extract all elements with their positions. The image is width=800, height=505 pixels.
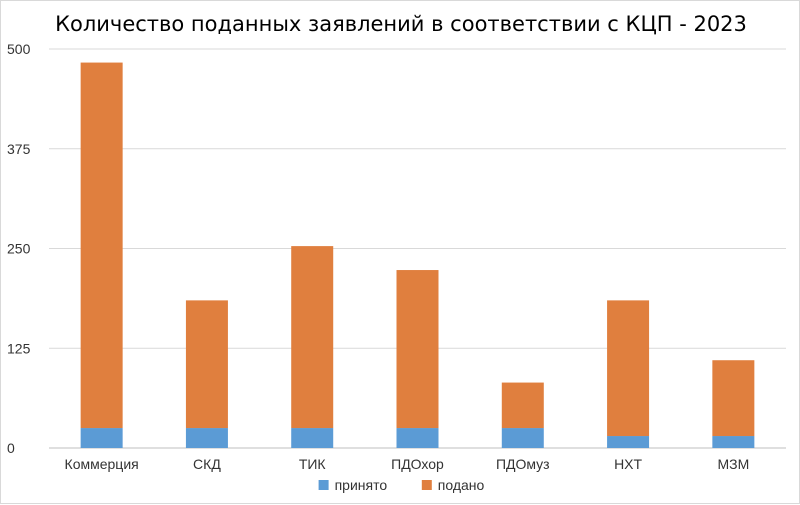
- y-tick-label: 250: [7, 241, 31, 257]
- bar-accepted: [501, 428, 544, 448]
- y-tick-label: 125: [7, 340, 31, 356]
- bar-submitted: [291, 246, 334, 429]
- bar-accepted: [396, 428, 439, 448]
- y-axis: 0 125 250 375 500: [7, 41, 31, 456]
- bar-accepted: [185, 428, 228, 448]
- bar-accepted: [80, 428, 123, 448]
- bar-submitted: [501, 382, 544, 429]
- legend-label: подано: [438, 477, 485, 493]
- legend-swatch: [421, 480, 432, 490]
- chart-title: Количество поданных заявлений в соответс…: [55, 12, 747, 36]
- x-tick-label: НХТ: [614, 456, 642, 472]
- legend-label: принято: [335, 477, 388, 493]
- y-tick-label: 500: [7, 41, 31, 57]
- legend: принято подано: [318, 477, 485, 493]
- y-tick-label: 375: [7, 141, 31, 157]
- bar-submitted: [80, 62, 123, 429]
- bar-accepted: [607, 436, 650, 448]
- bar-accepted: [291, 428, 334, 448]
- x-tick-label: ПДОмуз: [496, 456, 550, 472]
- bar-submitted: [396, 270, 439, 429]
- x-tick-label: МЗМ: [717, 456, 749, 472]
- x-tick-label: Коммерция: [65, 456, 139, 472]
- x-tick-label: ПДОхор: [391, 456, 444, 472]
- bar-submitted: [185, 300, 228, 429]
- x-tick-label: ТИК: [299, 456, 327, 472]
- legend-swatch: [318, 480, 329, 490]
- x-axis: Коммерция СКД ТИК ПДОхор ПДОмуз НХТ МЗМ: [65, 456, 750, 472]
- bar-accepted: [712, 436, 755, 448]
- bar-submitted: [607, 300, 650, 437]
- x-tick-label: СКД: [193, 456, 221, 472]
- bar-submitted: [712, 360, 755, 437]
- bars: [80, 62, 755, 448]
- gridlines: [49, 48, 786, 449]
- y-tick-label: 0: [7, 440, 15, 456]
